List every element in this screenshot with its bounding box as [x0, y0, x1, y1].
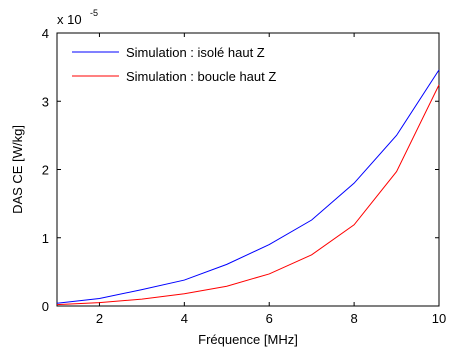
- tick-labels: 2 4 6 8 10 0 1 2 3 4: [42, 26, 446, 326]
- x-tick-label: 8: [350, 311, 357, 326]
- x-tick-label: 4: [181, 311, 188, 326]
- y-tick-label: 4: [42, 26, 49, 41]
- y-multiplier-label: x 10: [57, 12, 82, 27]
- series-lines: [56, 69, 440, 306]
- y-tick-label: 3: [42, 94, 49, 109]
- y-tick-label: 0: [42, 299, 49, 314]
- x-axis-label: Fréquence [MHz]: [198, 332, 298, 347]
- x-tick-label: 2: [96, 311, 103, 326]
- series-line-1: [56, 69, 440, 304]
- x-tick-label: 6: [266, 311, 273, 326]
- legend: Simulation : isolé haut Z Simulation : bo…: [72, 45, 276, 84]
- y-tick-label: 1: [42, 231, 49, 246]
- y-tick-label: 2: [42, 163, 49, 178]
- y-multiplier-exponent: -5: [90, 8, 98, 18]
- series-line-2: [56, 84, 440, 306]
- y-axis-label: DAS CE [W/kg]: [10, 125, 25, 214]
- x-tick-label: 10: [432, 311, 446, 326]
- plot-area: [56, 32, 440, 307]
- legend-entry: Simulation : boucle haut Z: [126, 69, 276, 84]
- legend-entry: Simulation : isolé haut Z: [126, 45, 265, 60]
